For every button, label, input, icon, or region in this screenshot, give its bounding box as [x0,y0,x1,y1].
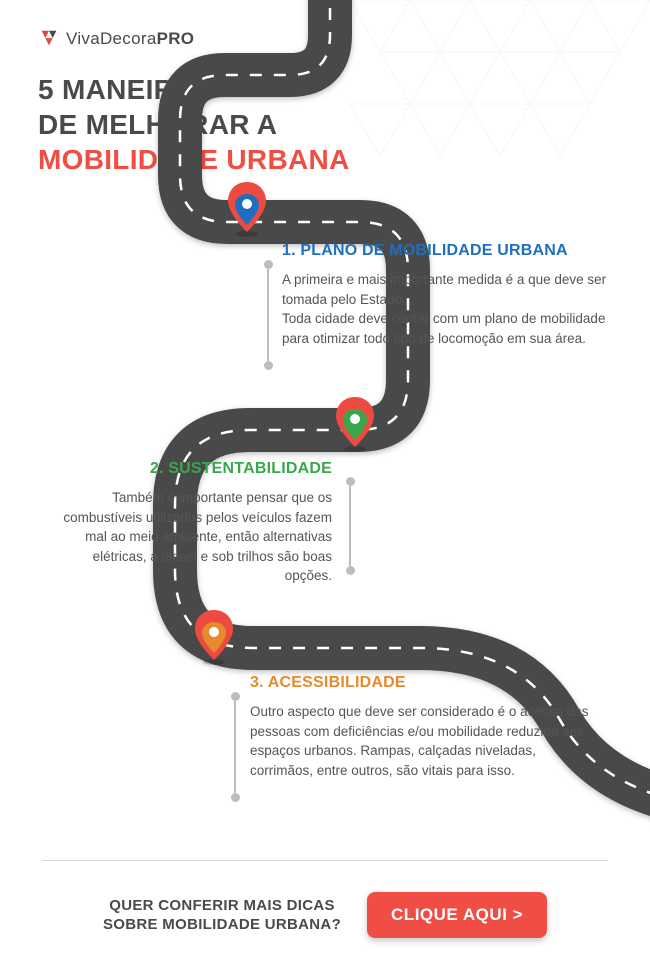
connector-1 [263,260,273,370]
cta-row: QUER CONFERIR MAIS DICAS SOBRE MOBILIDAD… [0,892,650,938]
brand-logo: VivaDecoraPRO [38,28,194,50]
cta-text-line-1: QUER CONFERIR MAIS DICAS [103,896,341,916]
brand-logo-text: VivaDecoraPRO [66,29,194,49]
cta-text: QUER CONFERIR MAIS DICAS SOBRE MOBILIDAD… [103,896,341,935]
brand-name-mid: Decora [100,29,157,48]
section-2-heading: 2. SUSTENTABILIDADE [62,460,332,478]
map-pin-3 [192,608,236,664]
brand-name-light: Viva [66,29,100,48]
map-pin-2 [333,395,377,451]
connector-2 [345,477,355,575]
section-1-body: A primeira e mais importante medida é a … [282,270,612,348]
page-title: 5 MANEIRAS DE MELHORAR A MOBILIDADE URBA… [38,72,350,177]
brand-name-bold: PRO [157,29,195,48]
footer-divider [42,860,608,861]
title-line-2: DE MELHORAR A [38,107,350,142]
cta-text-line-2: SOBRE MOBILIDADE URBANA? [103,915,341,935]
cta-button[interactable]: CLIQUE AQUI > [367,892,547,938]
section-2: 2. SUSTENTABILIDADE Também é importante … [62,460,332,586]
title-line-3: MOBILIDADE URBANA [38,142,350,177]
section-2-body: Também é importante pensar que os combus… [62,488,332,586]
section-3-heading: 3. ACESSIBILIDADE [250,674,600,692]
section-1-heading: 1. PLANO DE MOBILIDADE URBANA [282,242,612,260]
title-line-1: 5 MANEIRAS [38,72,350,107]
brand-logo-mark [38,28,60,50]
section-3-body: Outro aspecto que deve ser considerado é… [250,702,600,780]
section-1: 1. PLANO DE MOBILIDADE URBANA A primeira… [282,242,612,348]
section-3: 3. ACESSIBILIDADE Outro aspecto que deve… [250,674,600,780]
map-pin-1 [225,180,269,236]
connector-3 [230,692,240,802]
